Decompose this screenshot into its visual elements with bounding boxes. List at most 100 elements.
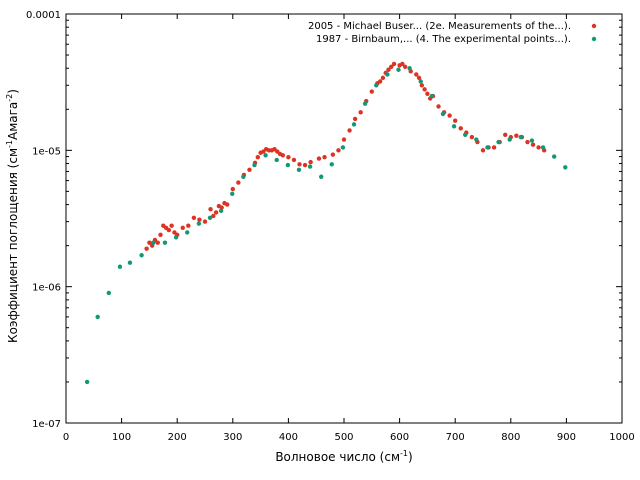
x-tick-label: 900: [557, 432, 576, 443]
data-point: [307, 164, 313, 169]
y-tick-label: 1e-07: [32, 419, 61, 430]
data-point: [247, 167, 252, 172]
data-point: [297, 162, 302, 167]
data-point: [503, 132, 508, 137]
data-point: [196, 221, 202, 226]
data-point: [291, 157, 297, 163]
data-point: [225, 202, 230, 207]
data-point: [386, 67, 391, 72]
data-point: [202, 219, 208, 224]
legend: 2005 - Michael Buser... (2e. Measurement…: [308, 21, 597, 45]
data-point: [429, 93, 435, 99]
legend-marker-series-1: [591, 23, 597, 29]
series-2: [84, 66, 568, 385]
legend-label-series-2: 1987 - Birnbaum,... (4. The experimental…: [316, 34, 571, 45]
data-point: [496, 139, 501, 145]
x-tick-label: 800: [501, 432, 520, 443]
data-point: [218, 208, 224, 214]
x-tick-label: 400: [279, 432, 298, 443]
x-axis-ticks: 0 100 200 300 400 500 600 700 800 900 1000: [63, 14, 635, 443]
data-point: [407, 66, 412, 71]
data-point: [191, 215, 197, 220]
data-point: [166, 227, 172, 233]
data-point: [106, 290, 112, 296]
data-point: [155, 240, 160, 245]
data-point: [402, 64, 408, 69]
data-point: [197, 217, 202, 222]
data-point: [263, 153, 268, 158]
data-point: [389, 64, 394, 69]
data-point: [211, 213, 216, 219]
y-tick-label: 1e-05: [32, 146, 61, 157]
y-tick-label: 1e-06: [32, 283, 61, 294]
plot-frame: [65, 13, 623, 424]
data-point: [286, 155, 291, 160]
data-point: [158, 232, 163, 238]
data-point: [491, 145, 497, 150]
data-point: [425, 91, 430, 96]
data-point: [151, 240, 156, 245]
data-point: [529, 138, 535, 143]
data-point: [380, 75, 386, 81]
data-point: [369, 89, 374, 94]
data-point: [117, 264, 123, 269]
data-point: [377, 79, 383, 84]
y-tick-label: 0.0001: [26, 10, 61, 21]
data-point: [173, 235, 179, 240]
x-tick-label: 500: [334, 432, 353, 443]
data-point: [414, 72, 419, 77]
data-point: [230, 191, 235, 196]
data-point: [453, 118, 458, 123]
x-tick-label: 0: [63, 432, 69, 443]
x-tick-label: 1000: [609, 432, 634, 443]
data-point: [362, 101, 368, 106]
data-point: [255, 155, 261, 160]
data-point: [185, 230, 190, 235]
data-point: [463, 132, 468, 137]
data-point: [84, 379, 90, 385]
data-point: [563, 165, 568, 170]
data-point: [352, 116, 358, 122]
data-point: [127, 260, 133, 265]
data-point: [308, 159, 313, 165]
data-point: [144, 246, 149, 251]
data-point: [341, 137, 347, 142]
data-point: [385, 72, 390, 77]
data-point: [302, 162, 308, 168]
data-point: [280, 153, 286, 158]
data-point: [422, 87, 427, 92]
data-point: [485, 145, 490, 150]
data-point: [416, 75, 422, 81]
data-point: [474, 137, 479, 142]
x-tick-label: 700: [446, 432, 465, 443]
data-point: [436, 104, 441, 109]
y-axis-title: Коэффициент поглощения (см-1Амага-2): [5, 89, 20, 343]
data-point: [451, 124, 457, 129]
data-point: [347, 128, 352, 133]
data-point: [340, 145, 346, 150]
x-tick-label: 200: [168, 432, 187, 443]
data-point: [139, 253, 144, 258]
series-1: [144, 61, 547, 251]
data-point: [469, 134, 475, 140]
data-point: [95, 314, 100, 320]
x-tick-label: 100: [112, 432, 131, 443]
legend-label-series-1: 2005 - Michael Buser... (2e. Measurement…: [308, 21, 571, 32]
data-point: [540, 145, 546, 150]
data-point: [458, 126, 463, 131]
data-point: [329, 162, 334, 167]
x-axis-title: Волновое число (см-1): [275, 449, 412, 464]
data-point: [374, 83, 379, 88]
data-point: [230, 186, 235, 192]
data-point: [514, 133, 519, 138]
data-point: [536, 145, 541, 150]
data-point: [147, 240, 152, 245]
data-point: [440, 111, 446, 117]
data-point: [207, 215, 213, 220]
x-tick-label: 600: [390, 432, 409, 443]
data-point: [241, 174, 246, 179]
data-point: [252, 162, 257, 168]
data-point: [400, 61, 405, 67]
plot-area: [65, 13, 623, 424]
